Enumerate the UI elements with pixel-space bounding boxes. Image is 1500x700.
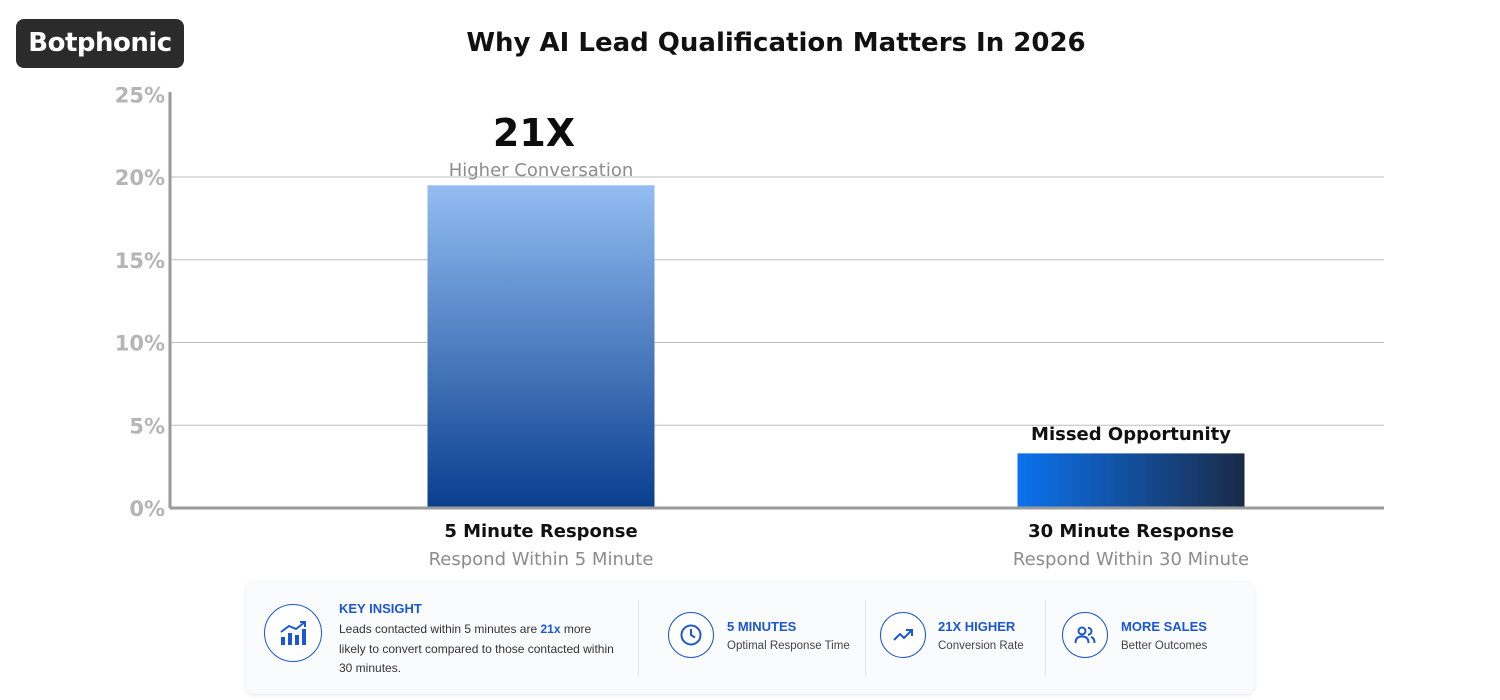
- bar-chart: 0% 5% 10% 15% 20% 25% 5 Minute Response Respond…: [115, 83, 1384, 570]
- stat-subtitle: Optimal Response Time: [727, 640, 850, 652]
- x-category-subtitle: Respond Within 5 Minute: [429, 549, 654, 570]
- data-label: 21X: [493, 111, 575, 155]
- y-tick-label: 0%: [129, 497, 165, 521]
- bar: [427, 185, 655, 507]
- y-tick-label: 5%: [129, 414, 165, 438]
- stat-title: MORE SALES: [1121, 619, 1207, 634]
- key-insight-title: KEY INSIGHT: [339, 601, 422, 616]
- chart-growth-icon: [264, 604, 322, 662]
- insight-panel: KEY INSIGHT Leads contacted within 5 min…: [246, 582, 1254, 694]
- x-category-label: 30 Minute Response: [1028, 521, 1234, 542]
- brand-logo: Botphonic: [16, 19, 184, 68]
- data-label-subtitle: Higher Conversation: [449, 160, 634, 181]
- x-category-subtitle: Respond Within 30 Minute: [1013, 549, 1249, 570]
- y-tick-label: 15%: [115, 249, 165, 273]
- y-tick-label: 20%: [115, 166, 165, 190]
- stat-title: 21X HIGHER: [938, 619, 1016, 634]
- stat-subtitle: Better Outcomes: [1121, 640, 1208, 652]
- divider: [1045, 600, 1046, 676]
- trend-up-icon: [880, 612, 926, 658]
- clock-icon: [668, 612, 714, 658]
- bar: [1017, 453, 1245, 507]
- key-insight-text: Leads contacted within 5 minutes are 21x…: [339, 622, 614, 675]
- y-tick-label: 10%: [115, 332, 165, 356]
- users-icon: [1062, 612, 1108, 658]
- x-category-label: 5 Minute Response: [444, 521, 637, 542]
- stat-title: 5 MINUTES: [727, 619, 797, 634]
- stat-subtitle: Conversion Rate: [938, 640, 1024, 652]
- data-label: Missed Opportunity: [1031, 424, 1231, 445]
- chart-title: Why AI Lead Qualification Matters In 202…: [466, 28, 1086, 58]
- divider: [865, 600, 866, 676]
- y-tick-label: 25%: [115, 83, 165, 107]
- divider: [638, 600, 639, 676]
